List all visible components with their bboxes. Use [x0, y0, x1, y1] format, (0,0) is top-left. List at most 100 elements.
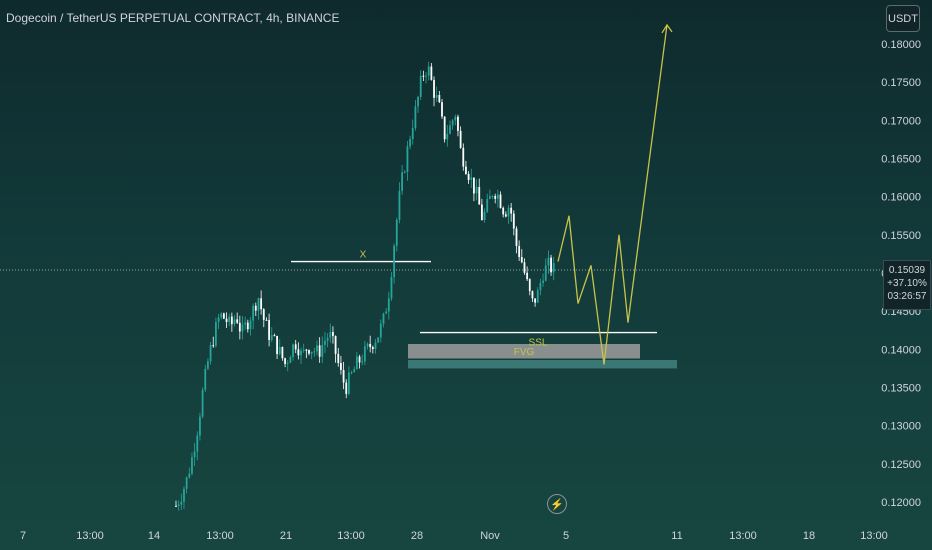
candle-body: [486, 199, 489, 212]
candle-body: [324, 340, 326, 345]
candle-body: [270, 335, 273, 340]
candle-body: [435, 94, 438, 98]
candle-body: [512, 213, 515, 229]
candle-body: [536, 290, 539, 303]
candle-body: [366, 343, 369, 347]
y-tick-label: 0.18000: [881, 39, 921, 51]
candle-body: [268, 320, 270, 340]
candle-body: [361, 361, 364, 363]
candle-body: [185, 477, 188, 489]
candle-body: [502, 207, 505, 215]
candle-body: [225, 318, 228, 323]
candle-body: [305, 349, 308, 351]
candle-body: [467, 173, 470, 180]
candle-body: [217, 317, 220, 323]
candle-body: [422, 75, 425, 77]
candle-body: [449, 125, 451, 134]
candle-body: [390, 276, 393, 299]
current-price-tag: 0.15039 +37.10% 03:26:57: [883, 260, 931, 310]
x-tick-label: Nov: [480, 530, 500, 542]
x-tick-label: 11: [671, 530, 682, 542]
candle-body: [539, 282, 542, 291]
x-tick-label: 13:00: [729, 530, 757, 542]
y-tick-label: 0.16500: [881, 154, 921, 166]
candle-body: [313, 351, 316, 353]
candle-body: [329, 332, 332, 338]
candle-body: [241, 324, 244, 332]
candle-body: [233, 319, 236, 325]
projection-arrowhead: [661, 23, 673, 34]
candle-body: [273, 335, 276, 337]
candle-body: [409, 139, 411, 147]
candle-body: [473, 177, 475, 194]
candle-body: [406, 146, 409, 172]
y-tick-label: 0.14000: [881, 344, 921, 356]
demand-zone: [408, 360, 677, 369]
y-tick-label: 0.13000: [881, 421, 921, 433]
x-tick-label: 13:00: [337, 530, 365, 542]
candle-body: [488, 196, 491, 200]
candle-body: [289, 357, 292, 363]
candle-body: [177, 504, 180, 506]
candle-body: [302, 349, 305, 351]
candle-body: [316, 345, 318, 352]
candle-body: [430, 66, 433, 80]
candle-body: [222, 313, 225, 319]
fvg-zone: [408, 343, 640, 359]
candle-body: [387, 298, 390, 312]
candle-body: [438, 94, 441, 103]
bar-countdown: 03:26:57: [887, 291, 927, 302]
candle-body: [481, 204, 483, 221]
candle-body: [411, 128, 414, 140]
candle-body: [212, 345, 215, 347]
candle-body: [188, 473, 191, 478]
candle-body: [180, 501, 183, 505]
candle-body: [414, 106, 417, 129]
x-tick-label: 18: [803, 530, 815, 542]
candle-body: [297, 349, 300, 356]
candle-body: [507, 207, 510, 217]
candle-body: [491, 195, 494, 197]
current-price-value: 0.15039: [888, 265, 926, 276]
candle-body: [286, 362, 289, 364]
candle-body: [207, 361, 209, 369]
candle-body: [544, 265, 547, 281]
candle-body: [340, 363, 342, 370]
currency-button[interactable]: USDT: [886, 5, 920, 32]
candle-body: [209, 345, 212, 362]
candle-body: [419, 75, 422, 97]
candle-body: [276, 335, 278, 355]
candle-body: [308, 350, 310, 354]
candle-body: [196, 435, 199, 452]
candle-body: [470, 177, 473, 180]
x-tick-label: 13:00: [860, 530, 888, 542]
candle-body: [238, 322, 241, 332]
candle-body: [281, 347, 284, 359]
candle-body: [523, 262, 526, 273]
candle-body: [441, 102, 443, 117]
fvg-label: FVG: [514, 347, 535, 358]
candle-body: [433, 79, 435, 98]
candle-body: [350, 372, 353, 374]
candle-body: [382, 313, 385, 324]
candle-body: [332, 332, 334, 337]
candle-body: [427, 66, 430, 76]
candle-body: [252, 305, 255, 321]
candle-body: [353, 369, 356, 373]
candle-body: [220, 313, 223, 318]
candle-body: [542, 280, 544, 283]
candle-body: [310, 351, 313, 354]
x-tick-label: 7: [20, 530, 26, 542]
candle-body: [499, 194, 502, 208]
y-tick-label: 0.12500: [881, 459, 921, 471]
candle-body: [457, 116, 459, 131]
candle-body: [393, 245, 396, 277]
lightning-bolt-icon[interactable]: ⚡: [547, 494, 567, 514]
candle-body: [334, 336, 337, 354]
candle-body: [443, 116, 446, 140]
y-tick-label: 0.16000: [881, 192, 921, 204]
candle-body: [345, 382, 348, 394]
candle-body: [398, 190, 401, 220]
candle-body: [254, 305, 257, 311]
